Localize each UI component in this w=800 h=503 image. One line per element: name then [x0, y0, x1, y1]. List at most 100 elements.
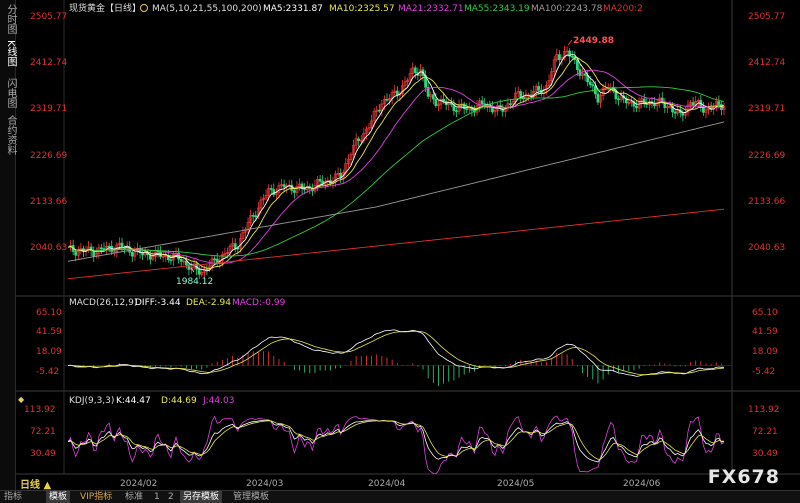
- candle-body: [143, 252, 147, 256]
- candle-body: [563, 51, 566, 59]
- candle-body: [300, 183, 304, 189]
- candle-body: [406, 79, 409, 83]
- candle-body: [259, 199, 263, 209]
- candle-body: [581, 73, 584, 76]
- candle-body: [557, 54, 561, 61]
- period-selector[interactable]: 日线 ▲: [20, 480, 52, 491]
- candle-body: [393, 90, 397, 93]
- kdj-chart: [67, 415, 725, 475]
- candle-body: [601, 87, 605, 96]
- candle-body: [74, 251, 78, 256]
- candle-body: [372, 111, 376, 122]
- kdj-tick: 113.92: [24, 405, 56, 415]
- candle-body: [367, 127, 371, 130]
- candle-body: [347, 159, 350, 164]
- candle-body: [272, 189, 276, 195]
- tab-contract-info[interactable]: 合约资料: [5, 115, 16, 155]
- candle-body: [493, 109, 497, 113]
- tab-kline-chart[interactable]: K线图: [5, 40, 16, 67]
- time-tick: 2024/03: [246, 479, 283, 489]
- candle-body: [282, 184, 286, 188]
- candle-body: [604, 87, 608, 90]
- candle-body: [627, 102, 631, 104]
- price-tick: 2412.74: [30, 58, 67, 68]
- candle-body: [434, 98, 438, 106]
- candle-body: [205, 268, 209, 271]
- tab-time-chart[interactable]: 分时图: [5, 4, 16, 34]
- candle-body: [102, 248, 106, 251]
- candle-body: [704, 109, 708, 113]
- ma-line-200: [67, 208, 725, 280]
- candle-body: [408, 73, 412, 81]
- price-tick: 2412.74: [748, 58, 785, 68]
- candle-body: [292, 190, 296, 193]
- macd-value: MACD:-0.99: [232, 298, 286, 308]
- macd-dea-line: [67, 330, 725, 375]
- candle-body: [133, 251, 137, 257]
- kdj-k-line: [67, 419, 725, 463]
- candle-body: [251, 215, 255, 217]
- candle-body: [583, 73, 587, 76]
- candle-body: [89, 246, 93, 251]
- candle-body: [437, 103, 440, 106]
- candle-body: [130, 251, 134, 257]
- candle-body: [555, 54, 559, 61]
- tab-flash-chart[interactable]: 闪电图: [5, 78, 16, 108]
- kdj-axis-right: 113.92 72.21 30.49: [748, 405, 780, 459]
- candle-body: [642, 98, 646, 104]
- time-tick: 2024/05: [497, 479, 534, 489]
- candle-body: [547, 80, 551, 86]
- candle-body: [717, 101, 721, 105]
- kdj-d: D:44.69: [161, 396, 197, 406]
- ma5-value: MA5:2331.87: [263, 4, 323, 14]
- vip-indicator-button[interactable]: VIP指标: [80, 492, 113, 502]
- low-price-label: 1984.12: [176, 277, 213, 287]
- candle-body: [462, 103, 466, 109]
- template-1-button[interactable]: 1: [154, 492, 160, 502]
- candle-body: [691, 102, 695, 106]
- candle-body: [226, 252, 229, 254]
- settings-icon[interactable]: [140, 4, 148, 12]
- price-axis-left: 2505.77 2412.74 2319.71 2226.69 2133.66 …: [30, 12, 67, 253]
- candle-body: [262, 197, 265, 201]
- high-marker: [567, 39, 573, 46]
- kdj-settings-icon[interactable]: ◆: [18, 395, 25, 404]
- instrument-title: 现货黄金【日线】: [69, 2, 141, 14]
- indicator-button[interactable]: 指标: [4, 492, 23, 502]
- candle-body: [231, 243, 235, 247]
- candle-body: [575, 59, 579, 70]
- candle-body: [565, 50, 569, 53]
- candle-body: [267, 188, 271, 196]
- candle-body: [537, 86, 541, 91]
- candle-body: [478, 100, 482, 107]
- price-tick: 2040.63: [748, 243, 785, 253]
- candle-body: [357, 138, 361, 141]
- candle-body: [318, 179, 322, 182]
- candle-body: [349, 154, 353, 160]
- standard-button[interactable]: 标准: [125, 492, 144, 502]
- time-tick: 2024/06: [623, 479, 661, 489]
- candle-body: [316, 179, 319, 186]
- template-button[interactable]: 模板: [46, 491, 71, 503]
- macd-tick: 65.10: [752, 308, 778, 318]
- candle-body: [447, 103, 451, 106]
- chart-canvas[interactable]: 现货黄金【日线】 MA(5,10,21,55,100,200) MA5:2331…: [16, 0, 800, 490]
- candle-body: [233, 243, 237, 249]
- candle-body: [169, 259, 173, 261]
- ma100-value: MA100:2243.78: [531, 4, 603, 14]
- macd-axis-right: 65.10 41.59 18.09 -5.42: [752, 308, 778, 377]
- candle-body: [439, 98, 443, 105]
- manage-template-button[interactable]: 管理模板: [233, 492, 270, 502]
- watermark-logo: FX678: [707, 466, 780, 488]
- candle-body: [668, 106, 672, 108]
- price-tick: 2319.71: [30, 104, 67, 114]
- candle-body: [640, 98, 644, 103]
- candle-body: [388, 98, 391, 101]
- price-tick: 2133.66: [748, 197, 785, 207]
- template-2-button[interactable]: 2: [168, 492, 174, 502]
- ma-line-10: [67, 57, 725, 270]
- save-template-button[interactable]: 另存模板: [180, 491, 223, 503]
- candle-body: [241, 231, 245, 240]
- candle-body: [467, 107, 471, 110]
- kdj-tick: 72.21: [752, 427, 778, 437]
